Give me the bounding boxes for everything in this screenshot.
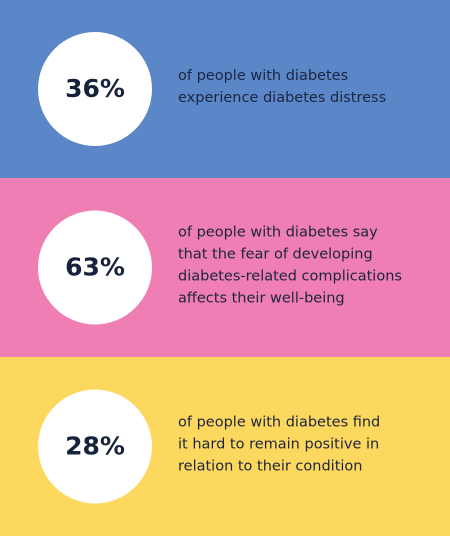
- stat-value: 36%: [65, 74, 125, 103]
- stat-description: experience diabetes distress: [178, 90, 386, 106]
- stat-circle: [38, 210, 152, 325]
- stat-description: that the fear of developing: [178, 247, 373, 263]
- stat-value: 28%: [65, 432, 125, 461]
- stat-description: diabetes-related complications: [178, 269, 402, 285]
- stat-value: 63%: [65, 253, 125, 282]
- stat-circle: [38, 389, 152, 504]
- stat-description: relation to their condition: [178, 459, 362, 475]
- stat-description: it hard to remain positive in: [178, 437, 379, 453]
- stat-description: affects their well-being: [178, 291, 345, 307]
- stat-description: of people with diabetes: [178, 68, 348, 84]
- stat-circle: [38, 32, 152, 146]
- stat-description: of people with diabetes say: [178, 225, 378, 241]
- stat-description: of people with diabetes find: [178, 415, 380, 431]
